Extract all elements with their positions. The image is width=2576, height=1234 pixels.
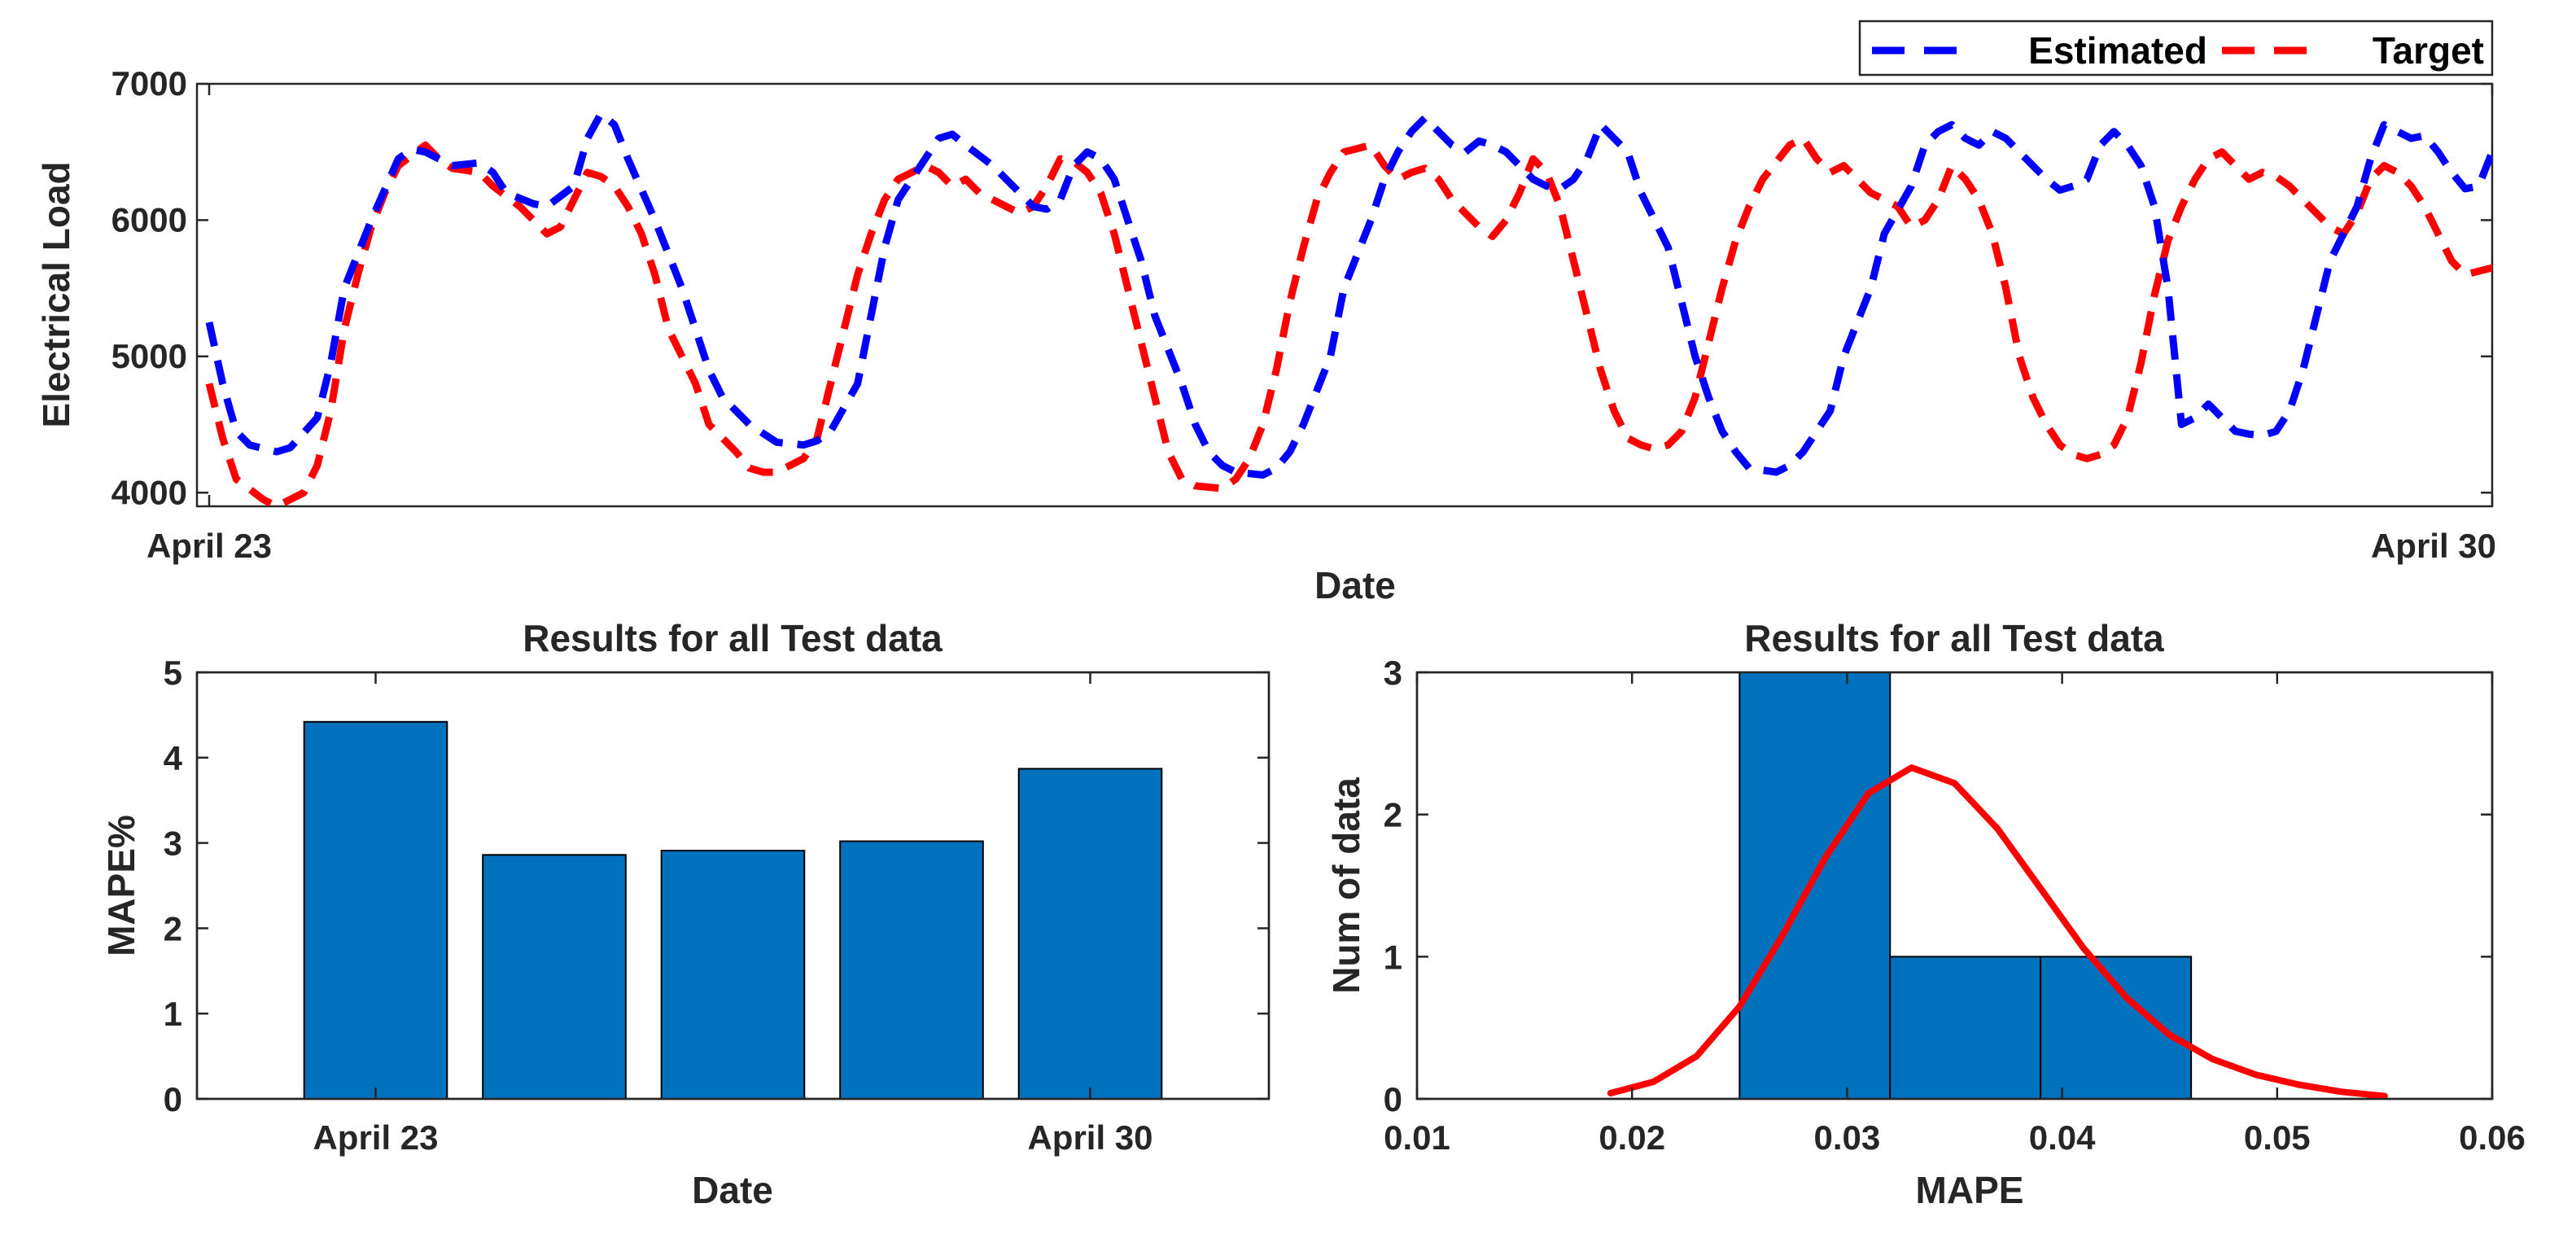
mape-histogram-panel: 0 1 2 3 0.01 0.02 0.03 0.04 0.05 0.06 Results fo… — [1325, 617, 2526, 1211]
mape-bar-x-axis-label: Date — [692, 1169, 773, 1211]
mape-bar-x-ticks: April 23 April 30 — [313, 672, 1153, 1157]
histogram-y-tick-label: 0 — [1384, 1080, 1402, 1118]
normal-fit-curve — [1607, 764, 2388, 1100]
histogram-y-tick-label: 1 — [1384, 938, 1402, 976]
load-axes-box — [195, 82, 2494, 508]
histogram-x-ticks: 0.01 0.02 0.03 0.04 0.05 0.06 — [1384, 672, 2526, 1157]
mape-bar — [482, 854, 627, 1100]
mape-bar-y-tick-label: 2 — [164, 909, 182, 947]
histogram-fit-curve — [1607, 764, 2388, 1100]
histogram-x-tick-label: 0.06 — [2459, 1118, 2526, 1157]
load-y-tick-label: 5000 — [112, 337, 187, 375]
mape-bar-x-tick-label: April 30 — [1027, 1118, 1152, 1157]
mape-bars — [303, 720, 1163, 1101]
histogram-y-axis-label: Num of data — [1325, 777, 1367, 994]
legend-target-label: Target — [2373, 29, 2484, 72]
mape-bar-axes-frame — [195, 671, 1271, 1101]
mape-bar — [303, 720, 448, 1100]
mape-bar-y-axis-label: MAPE% — [100, 815, 142, 956]
load-y-tick-label: 4000 — [112, 473, 187, 511]
histogram-x-tick-label: 0.02 — [1599, 1118, 1665, 1157]
load-x-tick-label: April 30 — [2371, 527, 2496, 565]
mape-bar-x-tick-label: April 23 — [313, 1118, 438, 1157]
load-series-target-line — [205, 134, 2492, 506]
histogram-axes-frame — [1415, 671, 2494, 1101]
legend: Estimated Target — [1858, 20, 2494, 77]
load-x-axis-label: Date — [1314, 564, 1396, 606]
histogram-x-tick-label: 0.01 — [1384, 1118, 1450, 1157]
mape-bar-y-tick-label: 4 — [164, 739, 183, 777]
histogram-x-tick-label: 0.04 — [2029, 1118, 2096, 1157]
load-y-ticks: 4000 5000 6000 7000 — [112, 64, 2492, 511]
histogram-y-ticks: 0 1 2 3 — [1384, 654, 2492, 1118]
mape-bar-y-tick-label: 1 — [164, 995, 182, 1033]
histogram-bin — [1889, 956, 2042, 1101]
mape-bar-y-tick-label: 3 — [164, 825, 182, 863]
load-y-tick-label: 6000 — [112, 200, 187, 238]
mape-bar-y-tick-label: 0 — [164, 1080, 182, 1118]
mape-bar-y-ticks: 0 1 2 3 4 5 — [164, 654, 1269, 1118]
legend-estimated-label: Estimated — [2028, 29, 2207, 72]
legend-box — [1858, 20, 2494, 77]
load-series-estimated-line — [205, 110, 2492, 479]
load-x-tick-label: April 23 — [147, 527, 272, 565]
histogram-x-tick-label: 0.03 — [1814, 1118, 1881, 1157]
load-time-series-panel: 4000 5000 6000 7000 April 23 April 30 Date E… — [35, 20, 2496, 606]
load-x-ticks: April 23 April 30 — [147, 84, 2496, 565]
histogram-y-tick-label: 3 — [1384, 654, 1402, 692]
histogram-title: Results for all Test data — [1744, 617, 2164, 659]
load-series-lines — [205, 110, 2492, 506]
mape-bar-y-tick-label: 5 — [164, 654, 182, 692]
histogram-bin — [1738, 672, 1892, 1100]
histogram-x-axis-label: MAPE — [1916, 1169, 2024, 1211]
histogram-y-tick-label: 2 — [1384, 796, 1402, 834]
mape-bar — [839, 840, 984, 1101]
mape-bar — [660, 850, 806, 1100]
mape-bar — [1017, 768, 1163, 1100]
histogram-bin — [2040, 956, 2193, 1101]
load-y-tick-label: 7000 — [112, 64, 187, 103]
mape-bar-panel: 0 1 2 3 4 5 April 23 April 30 Results for all … — [100, 617, 1271, 1211]
histogram-x-tick-label: 0.05 — [2244, 1118, 2311, 1157]
mape-bar-title: Results for all Test data — [523, 617, 942, 659]
load-y-axis-label: Electrical Load — [35, 161, 77, 427]
